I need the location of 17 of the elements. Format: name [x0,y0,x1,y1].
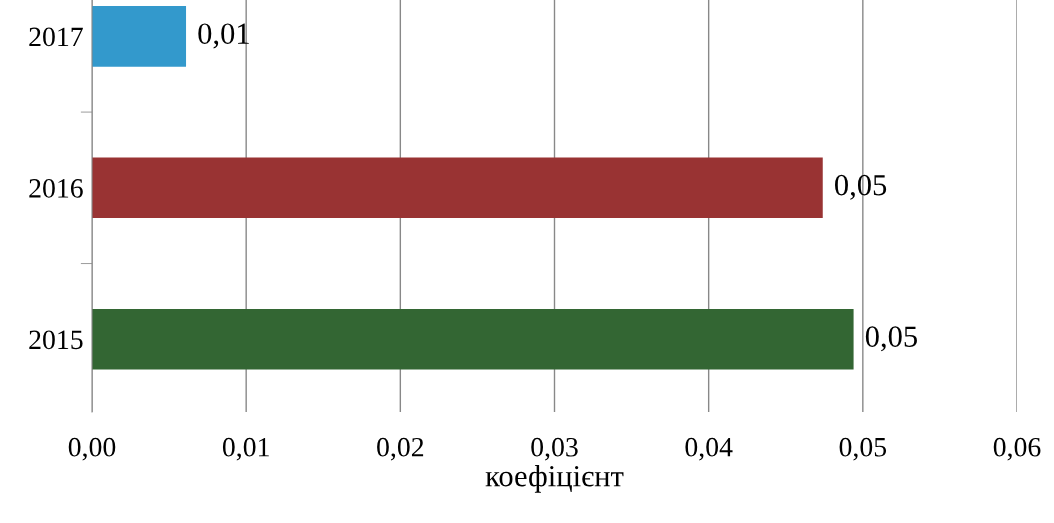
y-tick-label: 2016 [29,178,83,198]
x-tick-label: 0,01 [222,437,269,461]
bar [92,6,187,67]
data-label: 0,05 [865,326,917,352]
bar [92,157,823,219]
x-tick-label: 0,04 [685,437,733,461]
x-tick-label: 0,00 [68,437,116,461]
y-tick-label: 2017 [29,27,83,47]
y-tick-label: 2015 [29,330,83,350]
data-label: 0,01 [198,23,249,49]
x-tick-label: 0,06 [993,437,1041,461]
bar [92,309,854,370]
x-tick-label: 0,05 [839,437,887,461]
x-axis-title: коефіцієнт [485,464,624,493]
x-tick-label: 0,03 [531,437,578,461]
data-label: 0,05 [835,174,887,200]
x-tick-label: 0,02 [377,437,424,461]
